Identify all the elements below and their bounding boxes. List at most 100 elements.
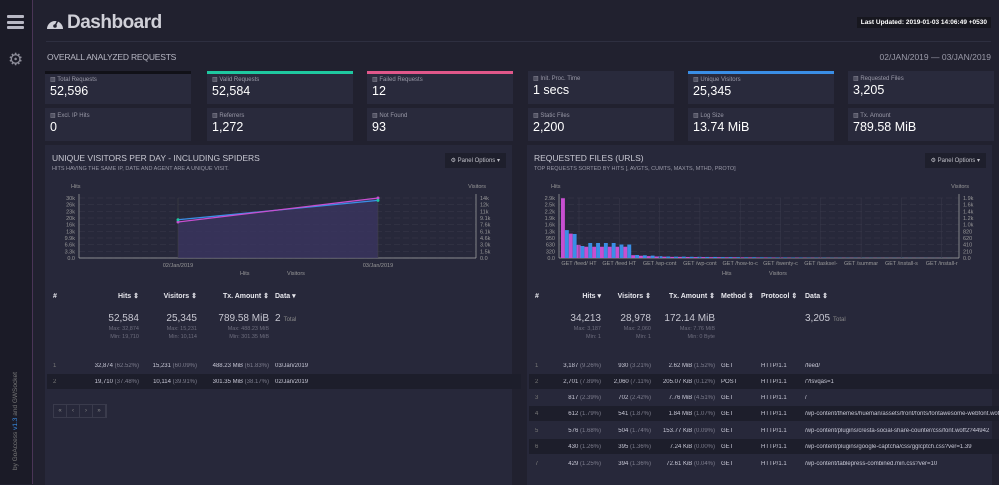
hits-bar[interactable] xyxy=(561,198,565,258)
hits-bar[interactable] xyxy=(701,257,705,258)
hits-bar[interactable] xyxy=(662,257,666,258)
column-header[interactable]: Data ⇕ xyxy=(805,292,999,300)
hits-bar[interactable] xyxy=(733,257,737,258)
hits-bar[interactable] xyxy=(616,247,620,258)
stat-label-text: Valid Requests xyxy=(219,77,259,83)
cell-percent: (1.26%) xyxy=(580,444,601,450)
hits-bar[interactable] xyxy=(748,257,752,258)
hits-bar[interactable] xyxy=(756,257,760,258)
column-header[interactable]: Tx. Amount ⇕ xyxy=(203,292,275,300)
y-tick-right: 7.6k xyxy=(480,223,491,229)
visitors-point[interactable] xyxy=(177,218,180,221)
prev-page-button[interactable]: ‹ xyxy=(67,405,80,417)
visitors-bar[interactable] xyxy=(596,243,600,258)
visitors-bar[interactable] xyxy=(682,257,686,258)
visitors-bar[interactable] xyxy=(620,245,624,259)
visitors-bar[interactable] xyxy=(768,257,772,258)
table-row[interactable]: 7429 (1.25%)394 (1.36%)72.61 KiB (0.04%)… xyxy=(529,456,999,471)
column-header[interactable]: # xyxy=(53,293,75,300)
cell-tx: 205.07 KiB (0.12%) xyxy=(657,379,721,385)
visitors-bar[interactable] xyxy=(643,255,647,258)
hits-bar[interactable] xyxy=(686,257,690,258)
panel-options-button[interactable]: ⚙ Panel Options ▾ xyxy=(925,153,986,168)
page-title: Dashboard xyxy=(46,12,162,34)
visitors-bar[interactable] xyxy=(635,255,639,258)
table-row[interactable]: 4612 (1.79%)541 (1.87%)1.84 MiB (1.07%)G… xyxy=(529,406,999,421)
visitors-bar[interactable] xyxy=(705,257,709,258)
hits-bar[interactable] xyxy=(678,257,682,258)
hits-bar[interactable] xyxy=(764,257,768,258)
visitors-bar[interactable] xyxy=(729,257,733,258)
last-page-button[interactable]: » xyxy=(93,405,106,417)
table-row[interactable]: 13,187 (9.26%)930 (3.21%)2.62 MiB (1.52%… xyxy=(529,358,999,373)
visitors-bar[interactable] xyxy=(783,257,787,258)
visitors-bar[interactable] xyxy=(674,257,678,258)
visitors-bar[interactable] xyxy=(752,257,756,258)
hits-bar[interactable] xyxy=(639,256,643,258)
table-row[interactable]: 5576 (1.68%)504 (1.74%)153.77 KiB (0.09%… xyxy=(529,423,999,438)
column-header[interactable]: Hits ▾ xyxy=(549,292,607,300)
visitors-point[interactable] xyxy=(377,199,380,202)
visitors-bar[interactable] xyxy=(651,256,655,258)
summary-max: Max: 7.76 MiB xyxy=(657,326,715,332)
first-page-button[interactable]: « xyxy=(54,405,67,417)
hits-bar[interactable] xyxy=(694,257,698,258)
visitors-bar[interactable] xyxy=(760,257,764,258)
hits-bar[interactable] xyxy=(600,247,604,258)
table-row[interactable]: 3817 (2.39%)702 (2.42%)7.76 MiB (4.51%)G… xyxy=(529,390,999,405)
hits-bar[interactable] xyxy=(623,247,627,258)
hits-bar[interactable] xyxy=(569,234,573,258)
column-header[interactable]: Method ⇕ xyxy=(721,292,761,300)
visitors-bar[interactable] xyxy=(713,257,717,258)
menu-icon[interactable] xyxy=(7,15,24,29)
table-row[interactable]: 132,874 (62.52%)15,231 (60.09%)488.23 Mi… xyxy=(47,358,521,373)
hits-bar[interactable] xyxy=(584,247,588,258)
panel-options-button[interactable]: ⚙ Panel Options ▾ xyxy=(445,153,506,168)
column-header[interactable]: Visitors ⇕ xyxy=(145,292,203,300)
column-header[interactable]: Tx. Amount ⇕ xyxy=(657,292,721,300)
legend-hits: Hits xyxy=(240,271,250,277)
hits-bar[interactable] xyxy=(631,255,635,258)
column-header[interactable]: # xyxy=(535,293,549,300)
credit-text: by GoAccess v1.3 and GWSocket xyxy=(12,372,19,470)
credit-version-link[interactable]: v1.3 xyxy=(12,418,19,430)
hits-bar[interactable] xyxy=(740,257,744,258)
table-row[interactable]: 219,710 (37.48%)10,114 (39.91%)301.35 Mi… xyxy=(47,374,521,389)
hits-bar[interactable] xyxy=(655,257,659,259)
visitors-bar[interactable] xyxy=(721,257,725,258)
visitors-bar[interactable] xyxy=(612,243,616,258)
hits-bar[interactable] xyxy=(709,257,713,258)
hits-bar[interactable] xyxy=(592,247,596,258)
column-header[interactable]: Hits ⇕ xyxy=(75,292,145,300)
table-row[interactable]: 22,701 (7.89%)2,060 (7.11%)205.07 KiB (0… xyxy=(529,374,999,389)
visitors-bar[interactable] xyxy=(588,243,592,258)
stat-card: ▥ Static Files2,200 xyxy=(528,108,674,141)
visitors-bar[interactable] xyxy=(573,234,577,258)
hits-bar[interactable] xyxy=(725,257,729,258)
visitors-bar[interactable] xyxy=(581,246,585,258)
visitors-bar[interactable] xyxy=(698,257,702,258)
column-header[interactable]: Protocol ⇕ xyxy=(761,292,805,300)
visitors-bar[interactable] xyxy=(627,245,631,259)
hits-bar[interactable] xyxy=(670,257,674,258)
visitors-bar[interactable] xyxy=(565,230,569,258)
stat-card: ▥ Log Size13.74 MiB xyxy=(688,108,834,141)
visitors-bar[interactable] xyxy=(744,257,748,258)
table-row[interactable]: 6430 (1.26%)395 (1.36%)7.24 KiB (0.00%)G… xyxy=(529,439,999,454)
summary-max: Max: 32,874 xyxy=(75,326,139,332)
visitors-bar[interactable] xyxy=(666,257,670,259)
visitors-bar[interactable] xyxy=(737,257,741,258)
visitors-bar[interactable] xyxy=(604,243,608,258)
visitors-bar[interactable] xyxy=(776,257,780,258)
column-header[interactable]: Visitors ⇕ xyxy=(607,292,657,300)
hits-bar[interactable] xyxy=(577,245,581,258)
hits-bar[interactable] xyxy=(647,256,651,258)
hits-bar[interactable] xyxy=(608,247,612,258)
gear-icon[interactable]: ⚙ xyxy=(8,51,23,68)
column-header[interactable]: Data ▾ xyxy=(275,292,515,300)
legend-visitors: Visitors xyxy=(287,271,305,277)
visitors-bar[interactable] xyxy=(690,257,694,258)
visitors-bar[interactable] xyxy=(659,256,663,258)
next-page-button[interactable]: › xyxy=(80,405,93,417)
hits-bar[interactable] xyxy=(717,257,721,258)
